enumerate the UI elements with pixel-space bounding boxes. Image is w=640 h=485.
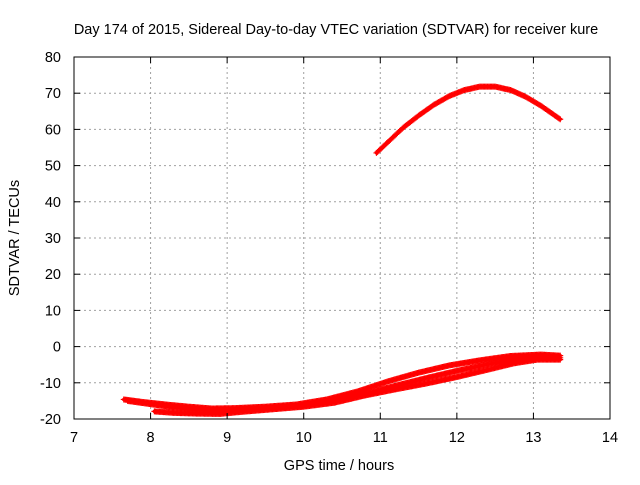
y-tick-label: 0: [53, 340, 61, 356]
grid: [74, 57, 610, 419]
x-tick-label: 10: [296, 430, 312, 446]
series-band-c: [151, 356, 564, 417]
x-tick-label: 12: [449, 430, 465, 446]
data-point: [556, 115, 563, 122]
y-tick-label: -20: [40, 412, 61, 428]
y-axis-label: SDTVAR / TECUs: [7, 180, 23, 296]
chart-title: Day 174 of 2015, Sidereal Day-to-day VTE…: [74, 22, 598, 38]
x-tick-label: 7: [70, 430, 78, 446]
x-tick-label: 13: [525, 430, 541, 446]
y-tick-label: 30: [45, 231, 61, 247]
x-tick-label: 8: [147, 430, 155, 446]
series-arc-upper: [373, 83, 564, 156]
y-tick-label: 80: [45, 50, 61, 66]
x-axis-label: GPS time / hours: [284, 458, 394, 474]
x-axis: 7 8 9 10 11 12 13 14: [70, 57, 618, 446]
y-axis: -20 -10 0 10 20 30 40 50 60 70 80: [40, 50, 610, 428]
y-tick-label: 70: [45, 86, 61, 102]
data-point: [557, 356, 564, 363]
y-tick-label: -10: [40, 376, 61, 392]
y-tick-label: 10: [45, 303, 61, 319]
y-tick-label: 50: [45, 159, 61, 175]
data-point: [557, 116, 564, 123]
x-tick-label: 11: [373, 430, 388, 446]
y-tick-label: 20: [45, 267, 61, 283]
y-tick-label: 40: [45, 195, 61, 211]
x-tick-label: 14: [602, 430, 618, 446]
x-tick-label: 9: [223, 430, 231, 446]
series-layer: [120, 83, 564, 417]
series-line: [374, 84, 562, 155]
y-tick-label: 60: [45, 122, 61, 138]
